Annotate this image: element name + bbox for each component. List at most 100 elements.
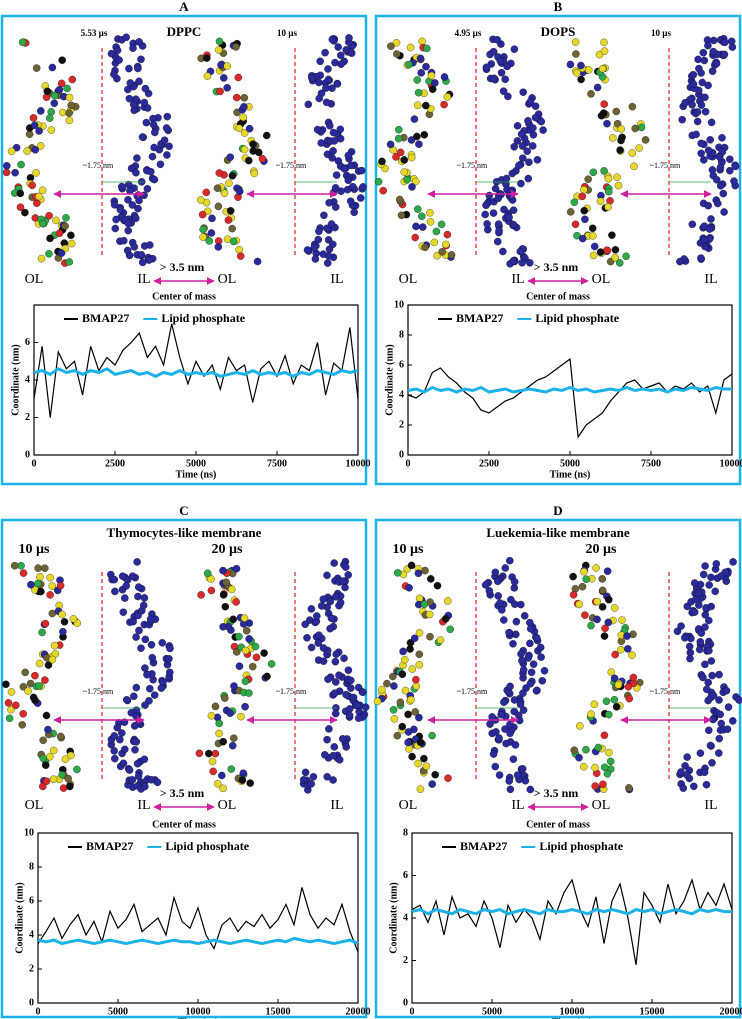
bead bbox=[65, 258, 74, 266]
bead bbox=[486, 720, 494, 728]
bead bbox=[207, 712, 216, 720]
bead bbox=[616, 646, 625, 654]
bead bbox=[50, 641, 59, 650]
bead bbox=[508, 169, 517, 178]
caption: Center of mass bbox=[152, 291, 216, 302]
bead bbox=[148, 152, 157, 161]
bead bbox=[501, 75, 509, 84]
bead bbox=[394, 134, 403, 143]
bead bbox=[570, 746, 579, 754]
bead bbox=[717, 719, 726, 728]
bead bbox=[383, 679, 391, 688]
bead bbox=[41, 761, 50, 769]
bead bbox=[132, 683, 141, 692]
bead bbox=[132, 633, 140, 641]
x-tick-label: 7500 bbox=[641, 458, 661, 469]
bead bbox=[125, 766, 134, 774]
bead bbox=[346, 705, 354, 713]
bead bbox=[228, 741, 237, 750]
x-tick-label: 20000 bbox=[346, 1006, 371, 1017]
bead bbox=[4, 699, 13, 707]
bead bbox=[145, 256, 153, 264]
bead bbox=[700, 236, 709, 244]
bead bbox=[416, 738, 425, 747]
bead bbox=[482, 63, 491, 72]
bead bbox=[217, 61, 225, 69]
bead bbox=[214, 202, 223, 211]
bead bbox=[111, 587, 119, 596]
bead bbox=[637, 123, 646, 132]
plot-frame bbox=[37, 832, 359, 1004]
bead bbox=[342, 690, 350, 699]
bead bbox=[47, 126, 56, 134]
bead bbox=[392, 39, 401, 47]
bead bbox=[356, 194, 365, 202]
bead bbox=[431, 79, 439, 87]
bead bbox=[235, 246, 243, 254]
x-tick-label: 15000 bbox=[640, 1006, 665, 1017]
bead bbox=[347, 684, 355, 692]
bead bbox=[255, 148, 263, 157]
bead bbox=[584, 175, 592, 183]
bead bbox=[135, 38, 143, 46]
bead bbox=[430, 238, 439, 247]
bead bbox=[32, 64, 41, 72]
bead bbox=[712, 560, 721, 568]
bead bbox=[228, 224, 236, 233]
bead bbox=[506, 785, 515, 794]
bead bbox=[313, 612, 321, 620]
bead bbox=[303, 246, 312, 254]
bead bbox=[49, 746, 58, 755]
y-tick-label: 2 bbox=[29, 963, 34, 974]
bead bbox=[500, 698, 508, 706]
bead bbox=[143, 185, 152, 193]
bead bbox=[235, 124, 244, 132]
x-tick-label: 20000 bbox=[720, 1006, 742, 1017]
bead bbox=[41, 676, 49, 684]
bead bbox=[604, 203, 612, 211]
bead bbox=[584, 66, 593, 74]
bead bbox=[62, 214, 70, 222]
bead bbox=[361, 703, 370, 711]
bead bbox=[685, 642, 694, 651]
bead bbox=[694, 589, 703, 597]
bead bbox=[26, 679, 35, 688]
bead bbox=[581, 611, 589, 619]
bead bbox=[236, 252, 245, 260]
bead bbox=[223, 62, 231, 70]
bead bbox=[701, 660, 709, 669]
bead bbox=[493, 36, 501, 44]
bead bbox=[580, 206, 588, 215]
bead bbox=[578, 234, 587, 243]
bead bbox=[433, 251, 441, 260]
bead bbox=[509, 755, 518, 763]
bead bbox=[494, 194, 502, 203]
x-tick-label: 5000 bbox=[186, 458, 206, 469]
layer-label: IL bbox=[137, 272, 150, 287]
bead bbox=[513, 137, 522, 145]
bead bbox=[31, 696, 39, 705]
bead bbox=[576, 722, 584, 730]
bead bbox=[134, 204, 142, 213]
bead bbox=[494, 577, 502, 586]
bead bbox=[494, 220, 503, 228]
bead bbox=[311, 255, 320, 263]
bead bbox=[134, 64, 142, 73]
x-axis-label: Time (ns) bbox=[550, 469, 591, 480]
bead bbox=[33, 199, 41, 207]
bead bbox=[590, 700, 599, 709]
bead bbox=[220, 74, 228, 82]
bead bbox=[410, 115, 419, 123]
bead bbox=[603, 770, 612, 778]
bead bbox=[319, 250, 328, 258]
bead bbox=[35, 682, 43, 690]
bead bbox=[331, 58, 339, 67]
bead bbox=[133, 558, 141, 566]
bead bbox=[572, 50, 580, 58]
bead bbox=[411, 708, 419, 716]
bead bbox=[442, 240, 450, 249]
layer-label: IL bbox=[704, 798, 717, 813]
bead bbox=[707, 657, 716, 665]
bead bbox=[690, 608, 699, 616]
separation-label: > 3.5 nm bbox=[534, 260, 579, 274]
